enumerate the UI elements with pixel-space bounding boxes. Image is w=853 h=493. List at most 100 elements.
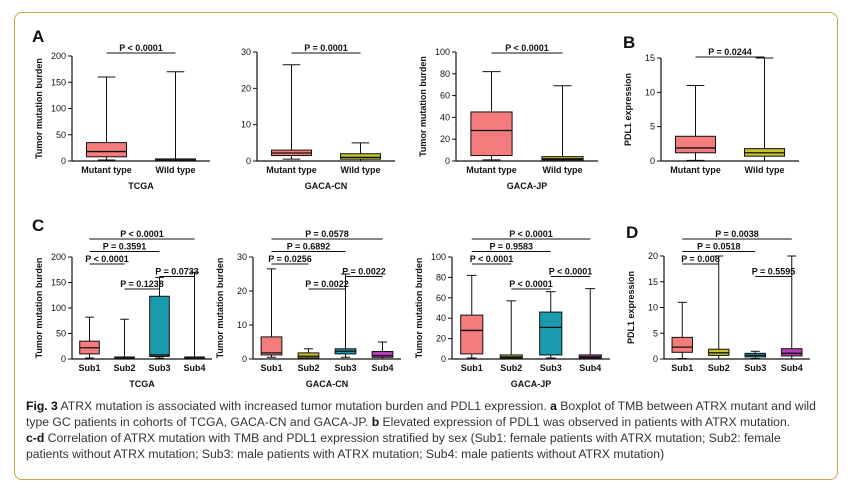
box-wild-type: [743, 57, 786, 162]
y-tick-label: 200: [51, 252, 66, 262]
caption-part-b-label: b: [371, 415, 380, 429]
box-sub4: [578, 288, 602, 360]
p-value-label: P < 0.0001: [505, 43, 549, 53]
x-tick-label: Sub1: [260, 363, 282, 373]
x-tick-label: Sub3: [334, 363, 356, 373]
y-tick-label: 30: [241, 47, 251, 57]
y-tick-label: 20: [241, 83, 251, 93]
y-tick-label: 15: [645, 53, 655, 63]
p-value-label: P = 0.0038: [715, 229, 759, 239]
y-tick-label: 10: [241, 120, 251, 130]
panel-letter-a: A: [32, 27, 44, 46]
p-value-label: P = 0.0733: [155, 267, 199, 277]
box-iqr: [297, 352, 320, 359]
box-iqr: [674, 135, 717, 154]
y-tick-label: 100: [435, 47, 450, 57]
x-tick-label: Mutant type: [466, 165, 517, 175]
y-axis-title: Tumor mutation burden: [34, 58, 44, 159]
p-value-label: P < 0.0001: [509, 229, 553, 239]
x-tick-label: Sub4: [579, 363, 601, 373]
box-iqr: [371, 351, 394, 358]
box-sub1: [460, 274, 484, 359]
chart-d: 0 5 10 15 20 PDL1 expression Sub1 Sub2 Sub3 Sub4 P…: [626, 229, 810, 373]
y-tick-label: 5: [650, 122, 655, 132]
x-tick-label: Sub3: [744, 363, 766, 373]
p-value-label: P = 0.9583: [489, 242, 533, 252]
caption-title: ATRX mutation is associated with increas…: [60, 399, 547, 413]
chart-a3: 0 20 40 60 80 100 Tumor mutation burden Mutant …: [418, 43, 598, 191]
chart-a2: 0 10 20 30 Mutant type Wild type GACA-CN P = 0.…: [241, 43, 395, 191]
p-value-label: P = 0.0022: [342, 267, 386, 277]
p-value-label: P = 0.3591: [103, 242, 147, 252]
x-tick-label: Sub1: [78, 363, 100, 373]
box-sub2: [114, 318, 135, 360]
p-value-label: P = 0.0256: [268, 254, 312, 264]
box-sub3: [539, 291, 563, 359]
x-axis-title: GACA-CN: [306, 379, 349, 389]
caption-part-a-label: a: [550, 399, 557, 413]
box-iqr: [149, 295, 170, 357]
box-sub4: [184, 271, 205, 360]
box-iqr: [470, 111, 513, 157]
caption-part-b-text: Elevated expression of PDL1 was observed…: [382, 415, 791, 429]
x-tick-label: Mutant type: [266, 165, 317, 175]
p-value-label: P < 0.0001: [549, 267, 593, 277]
y-tick-label: 150: [51, 77, 66, 87]
y-tick-label: 30: [237, 252, 247, 262]
y-axis-title: Tumor mutation burden: [34, 258, 44, 359]
x-tick-label: Wild type: [341, 165, 381, 175]
box-sub1: [79, 316, 100, 359]
x-tick-label: Sub3: [540, 363, 562, 373]
y-tick-label: 10: [648, 303, 658, 313]
p-value-label: P = 0.008: [681, 254, 720, 264]
chart-c2: 0 10 20 30 Tumor mutation burden Sub1 Sub2 Sub3…: [215, 229, 401, 389]
x-axis-title: TCGA: [128, 181, 154, 191]
box-wild-type: [339, 142, 382, 162]
p-value-label: P = 0.5595: [752, 267, 796, 277]
caption-part-cd-label: c-d: [26, 431, 45, 445]
box-sub4: [781, 255, 803, 360]
y-axis-title: Tumor mutation burden: [414, 258, 424, 359]
y-tick-label: 5: [653, 328, 658, 338]
p-value-label: P = 0.6892: [287, 242, 331, 252]
y-tick-label: 60: [440, 91, 450, 101]
box-iqr: [460, 314, 484, 355]
y-tick-label: 20: [648, 251, 658, 261]
panel-letter-d: D: [626, 223, 638, 242]
y-tick-label: 50: [56, 130, 66, 140]
box-iqr: [339, 153, 382, 160]
x-tick-label: Sub1: [671, 363, 693, 373]
y-tick-label: 0: [61, 156, 66, 166]
x-tick-label: Wild type: [543, 165, 583, 175]
y-tick-label: 100: [51, 303, 66, 313]
box-sub3: [744, 350, 766, 359]
box-iqr: [671, 336, 693, 353]
y-tick-label: 0: [653, 354, 658, 364]
box-iqr: [781, 348, 803, 357]
box-sub3: [149, 276, 170, 359]
y-tick-label: 100: [431, 252, 446, 262]
p-value-label: P < 0.0001: [119, 43, 163, 53]
y-tick-label: 0: [242, 354, 247, 364]
x-axis-title: TCGA: [129, 379, 155, 389]
box-sub2: [499, 300, 523, 360]
y-tick-label: 50: [56, 329, 66, 339]
y-tick-label: 150: [51, 278, 66, 288]
box-mutant-type: [85, 76, 128, 161]
y-tick-label: 0: [441, 354, 446, 364]
x-tick-label: Sub4: [183, 363, 205, 373]
y-axis-title: PDL1 expression: [623, 73, 633, 146]
chart-a1: 0 50 100 150 200 Tumor mutation burden Mutant …: [34, 43, 210, 191]
x-tick-label: Sub2: [113, 363, 135, 373]
y-tick-label: 0: [246, 156, 251, 166]
box-wild-type: [541, 85, 584, 162]
box-sub2: [297, 348, 320, 360]
box-mutant-type: [470, 71, 513, 161]
chart-c3: 0 20 40 60 80 100 Tumor mutation burden Sub1 Sub…: [414, 229, 610, 389]
y-axis-title: Tumor mutation burden: [418, 56, 428, 157]
y-tick-label: 0: [650, 156, 655, 166]
x-tick-label: Mutant type: [81, 165, 132, 175]
y-axis-title: PDL1 expression: [626, 271, 636, 344]
p-value-label: P < 0.0001: [120, 229, 164, 239]
